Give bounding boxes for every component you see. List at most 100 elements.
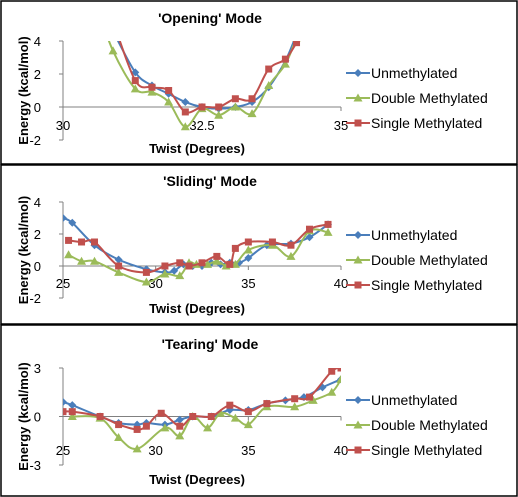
data-point xyxy=(161,262,169,270)
data-point xyxy=(185,262,193,270)
data-point xyxy=(175,431,185,440)
legend-marker xyxy=(353,93,363,102)
data-point xyxy=(207,413,215,420)
legend-marker xyxy=(354,396,362,404)
legend-marker xyxy=(354,281,362,289)
data-point xyxy=(230,413,240,422)
data-point xyxy=(77,256,87,265)
legend-label: Single Methylated xyxy=(371,115,482,131)
legend-label: Double Methylated xyxy=(371,252,488,268)
data-point xyxy=(181,98,190,107)
x-tick-label: 30 xyxy=(56,118,70,133)
x-tick-label: 30 xyxy=(148,443,162,458)
data-point xyxy=(115,262,123,270)
data-point xyxy=(226,260,234,268)
data-point xyxy=(108,46,118,55)
chart-title: 'Tearing' Mode xyxy=(162,336,259,352)
legend-label: Double Methylated xyxy=(371,417,488,433)
legend-marker xyxy=(353,420,363,429)
data-point xyxy=(328,368,336,375)
data-point xyxy=(265,65,273,73)
panel-frame xyxy=(0,0,518,165)
plot-area xyxy=(107,41,302,131)
data-point xyxy=(244,254,253,262)
y-axis-label: Energy (kcal/mol) xyxy=(16,362,31,470)
data-point xyxy=(175,415,184,424)
x-tick-label: 35 xyxy=(241,443,255,458)
x-axis-label: Twist (Degrees) xyxy=(149,141,245,156)
x-axis-label: Twist (Degrees) xyxy=(149,472,245,487)
y-tick-label: 3 xyxy=(34,361,41,376)
data-point xyxy=(91,238,99,246)
plot-area xyxy=(63,368,341,453)
data-point xyxy=(243,420,253,429)
data-point xyxy=(198,259,206,267)
data-point xyxy=(327,387,337,396)
legend-marker xyxy=(354,231,362,239)
data-point xyxy=(68,218,77,227)
panel-frame xyxy=(0,164,518,325)
data-point xyxy=(293,41,301,47)
chart-title: 'Sliding' Mode xyxy=(163,173,257,189)
data-point xyxy=(324,220,332,228)
data-point xyxy=(65,236,73,244)
data-point xyxy=(323,227,333,236)
y-axis-label: Energy (kcal/mol) xyxy=(16,36,31,144)
data-point xyxy=(244,408,252,416)
data-point xyxy=(226,401,234,409)
data-point xyxy=(189,413,197,420)
y-tick-label: -3 xyxy=(29,458,41,473)
data-point xyxy=(281,55,289,63)
data-point xyxy=(305,225,313,233)
data-point xyxy=(263,400,271,408)
x-tick-label: 35 xyxy=(241,276,255,291)
data-point xyxy=(308,395,318,404)
data-point xyxy=(78,238,86,246)
panel-frame xyxy=(0,324,518,497)
data-point xyxy=(164,97,174,106)
data-point xyxy=(215,103,223,111)
data-point xyxy=(291,395,299,403)
data-point xyxy=(247,109,257,118)
data-point xyxy=(216,408,226,417)
data-point xyxy=(114,433,124,442)
y-tick-label: 0 xyxy=(34,259,41,274)
legend-label: Single Methylated xyxy=(371,277,482,293)
x-tick-label: 40 xyxy=(334,443,348,458)
x-tick-label: 35 xyxy=(334,118,348,133)
data-point xyxy=(142,268,150,276)
y-axis-label: Energy (kcal/mol) xyxy=(16,196,31,304)
data-point xyxy=(142,422,150,430)
y-tick-label: 0 xyxy=(34,100,41,115)
data-point xyxy=(63,408,67,416)
data-point xyxy=(305,393,313,401)
x-axis-label: Twist (Degrees) xyxy=(149,301,245,316)
data-point xyxy=(64,250,74,259)
data-point xyxy=(67,412,77,420)
x-tick-label: 40 xyxy=(334,276,348,291)
y-tick-label: 2 xyxy=(34,227,41,242)
data-point xyxy=(63,214,67,222)
data-point xyxy=(231,95,239,103)
data-point xyxy=(157,409,165,417)
data-point xyxy=(337,368,341,372)
x-tick-label: 25 xyxy=(56,276,70,291)
data-point xyxy=(165,87,173,94)
chart-title: 'Opening' Mode xyxy=(158,10,262,26)
legend-marker xyxy=(354,446,362,454)
data-point xyxy=(160,269,170,278)
data-point xyxy=(181,108,189,116)
data-point xyxy=(160,423,170,432)
data-point xyxy=(130,84,140,93)
data-point xyxy=(230,102,240,111)
data-point xyxy=(290,402,300,411)
legend-label: Double Methylated xyxy=(371,90,488,106)
data-point xyxy=(96,413,104,420)
data-point xyxy=(133,425,141,433)
y-tick-label: 4 xyxy=(34,195,41,210)
data-point xyxy=(213,252,221,260)
y-tick-label: -2 xyxy=(29,133,41,148)
x-tick-label: 32.5 xyxy=(189,118,214,133)
